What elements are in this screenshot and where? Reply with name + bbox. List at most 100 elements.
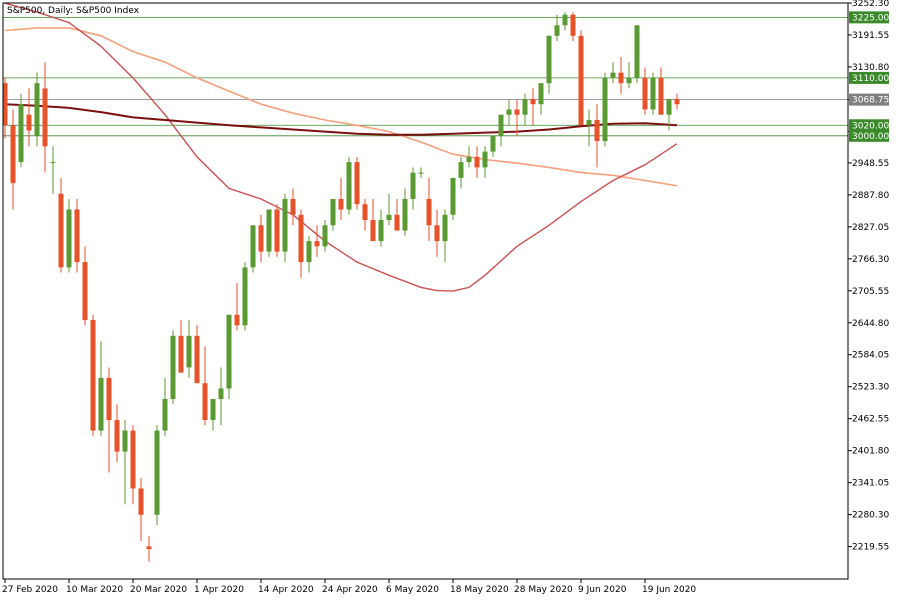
level-label-box bbox=[849, 71, 889, 84]
candle-body bbox=[594, 120, 600, 142]
candle-body bbox=[410, 172, 416, 199]
candle-15 bbox=[122, 420, 128, 505]
candle-23 bbox=[186, 320, 192, 378]
level-lines bbox=[3, 16, 848, 137]
level-label: 3000.00 bbox=[852, 132, 889, 142]
candle-body bbox=[10, 125, 16, 184]
candle-37 bbox=[298, 209, 304, 278]
candle-16 bbox=[130, 425, 136, 505]
y-tick-label: 3130.80 bbox=[852, 63, 889, 73]
candle-body bbox=[290, 198, 296, 215]
candle-39 bbox=[314, 225, 320, 257]
candle-body bbox=[178, 335, 184, 373]
candle-75 bbox=[602, 72, 608, 147]
candle-body bbox=[570, 14, 576, 36]
candle-body bbox=[98, 377, 104, 431]
candle-67 bbox=[538, 83, 544, 115]
candle-body bbox=[90, 320, 96, 431]
candle-68 bbox=[546, 35, 552, 94]
candle-53 bbox=[426, 177, 432, 242]
level-label: 3110.00 bbox=[852, 74, 889, 84]
y-tick-label: 2462.55 bbox=[852, 415, 889, 425]
candle-body bbox=[562, 14, 568, 26]
candle-body bbox=[434, 225, 440, 242]
candle-36 bbox=[290, 188, 296, 226]
candle-21 bbox=[170, 330, 176, 405]
candle-26 bbox=[210, 398, 216, 431]
y-tick-label: 2341.05 bbox=[852, 479, 889, 489]
candle-81 bbox=[650, 72, 656, 115]
candle-11 bbox=[90, 314, 96, 436]
candle-body bbox=[250, 225, 256, 268]
candle-body bbox=[610, 72, 616, 78]
candle-body bbox=[514, 109, 520, 115]
y-tick-label: 3191.55 bbox=[852, 31, 889, 41]
candle-82 bbox=[658, 67, 664, 115]
y-tick-label: 2887.80 bbox=[852, 191, 889, 201]
candle-34 bbox=[274, 204, 280, 257]
candle-24 bbox=[194, 325, 200, 384]
candle-body bbox=[482, 151, 488, 168]
level-label-box bbox=[849, 129, 889, 142]
candle-body bbox=[138, 488, 144, 515]
candle-46 bbox=[370, 198, 376, 242]
candle-19 bbox=[154, 425, 160, 526]
candle-body bbox=[306, 241, 312, 263]
candle-body bbox=[162, 398, 168, 431]
candle-71 bbox=[570, 12, 576, 42]
candle-body bbox=[210, 398, 216, 421]
candle-body bbox=[378, 220, 384, 242]
candle-29 bbox=[234, 283, 240, 331]
candle-7 bbox=[58, 177, 64, 273]
candle-body bbox=[618, 72, 624, 84]
candle-17 bbox=[138, 477, 144, 542]
candle-body bbox=[274, 209, 280, 252]
candle-28 bbox=[226, 314, 232, 399]
level-label: 3068.75 bbox=[852, 96, 889, 106]
candle-83 bbox=[666, 98, 672, 131]
candle-57 bbox=[458, 156, 464, 189]
candle-41 bbox=[330, 198, 336, 231]
y-tick-label: 2219.55 bbox=[852, 543, 889, 553]
y-tick-label: 2766.30 bbox=[852, 255, 889, 265]
candle-body bbox=[666, 98, 672, 115]
candle-54 bbox=[434, 209, 440, 257]
x-tick-label: 20 Mar 2020 bbox=[130, 585, 187, 595]
candle-55 bbox=[442, 209, 448, 263]
candle-body bbox=[218, 388, 224, 399]
candle-body bbox=[226, 314, 232, 389]
candle-18 bbox=[146, 535, 152, 562]
x-tick-label: 6 May 2020 bbox=[386, 585, 439, 595]
candle-63 bbox=[506, 98, 512, 126]
candle-body bbox=[58, 193, 64, 268]
candle-33 bbox=[266, 209, 272, 257]
x-tick-label: 9 Jun 2020 bbox=[578, 585, 627, 595]
candle-32 bbox=[258, 214, 264, 263]
candle-body bbox=[554, 25, 560, 36]
candle-body bbox=[674, 98, 680, 105]
candle-56 bbox=[450, 177, 456, 221]
candle-body bbox=[626, 77, 632, 84]
candle-3 bbox=[26, 88, 32, 147]
level-label-box bbox=[849, 11, 889, 24]
candle-13 bbox=[106, 367, 112, 473]
candle-body bbox=[506, 109, 512, 115]
candle-8 bbox=[66, 198, 72, 273]
candle-12 bbox=[98, 341, 104, 436]
candle-body bbox=[586, 120, 592, 126]
candle-body bbox=[530, 98, 536, 105]
candle-body bbox=[2, 83, 8, 126]
candle-body bbox=[66, 209, 72, 268]
candle-body bbox=[122, 430, 128, 452]
candle-4 bbox=[34, 72, 40, 147]
candle-body bbox=[18, 104, 24, 163]
candle-body bbox=[362, 204, 368, 221]
level-label: 3020.00 bbox=[852, 121, 889, 131]
candle-5 bbox=[42, 62, 48, 173]
candle-52 bbox=[418, 167, 424, 178]
candle-body bbox=[266, 209, 272, 252]
candle-body bbox=[426, 198, 432, 226]
candle-body bbox=[458, 162, 464, 178]
